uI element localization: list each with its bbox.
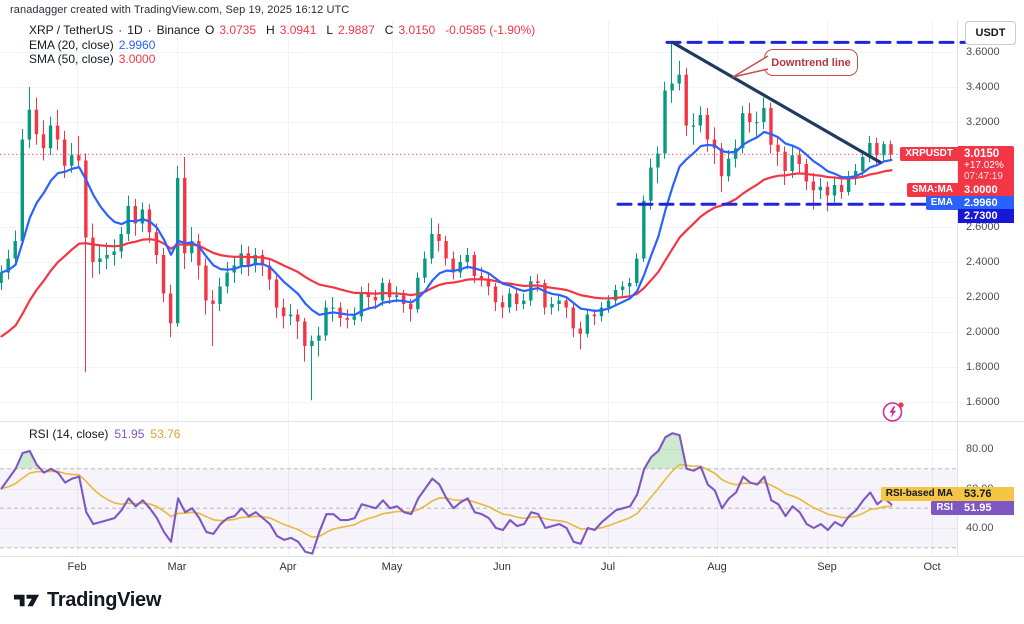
time-axis-month-label: Oct (923, 561, 941, 573)
rsi-ma-axis-value: 53.76 (958, 487, 1014, 501)
price-tick-label: 1.6000 (966, 396, 1000, 408)
open-value: O 3.0735 (204, 23, 257, 37)
rsi-ma-axis-label: RSI-based MA (880, 487, 958, 501)
symbol-title: XRP / TetherUS (29, 23, 114, 37)
downtrend-annotation-callout[interactable]: Downtrend line (764, 49, 858, 76)
ema-legend-row[interactable]: EMA (20, close) 2.9960 (29, 38, 540, 53)
close-value: C 3.0150 (384, 23, 436, 37)
legend-separator: · (118, 23, 123, 37)
price-tick-label: 1.8000 (966, 361, 1000, 373)
symbol-price-label-badge: XRPUSDT (900, 147, 958, 161)
price-tick-label: 2.2000 (966, 291, 1000, 303)
last-price-value: 3.0150 (964, 148, 1000, 160)
interval-label: 1D (127, 23, 143, 37)
sma-indicator-value: 3.0000 (118, 52, 156, 66)
tradingview-logo-glyph (13, 594, 40, 607)
sma-axis-label: SMA:MA (906, 183, 958, 197)
boost-lightning-icon[interactable] (882, 401, 904, 423)
tradingview-logo[interactable]: TradingView (13, 589, 161, 612)
rsi-value: 51.95 (114, 427, 145, 441)
sma-axis-value: 3.0000 (958, 183, 1014, 197)
rsi-axis-label: RSI (931, 501, 958, 515)
price-tick-label: 3.6000 (966, 46, 1000, 58)
ema-indicator-label: EMA (20, close) (29, 37, 114, 52)
rsi-legend-row[interactable]: RSI (14, close) 51.95 53.76 (29, 427, 186, 441)
change-value: -0.0585 (-1.90%) (445, 23, 536, 37)
rsi-ma-value: 53.76 (150, 427, 181, 441)
notification-dot (898, 402, 904, 408)
time-axis-month-label: Jul (600, 561, 616, 573)
price-tick-label: 2.6000 (966, 221, 1000, 233)
price-tick-label: 3.2000 (966, 116, 1000, 128)
time-axis-month-label: Sep (817, 561, 837, 573)
support-level-badge: 2.7300 (958, 209, 1014, 223)
tradingview-logo-text: TradingView (47, 589, 162, 611)
callout-tail-pointer (732, 55, 769, 78)
price-tick-label: 2.4000 (966, 256, 1000, 268)
high-value: H 3.0941 (266, 23, 317, 37)
ema-axis-label: EMA (925, 196, 958, 210)
rsi-axis-value: 51.95 (958, 501, 1014, 515)
lightning-glyph (889, 406, 897, 418)
sma-legend-row[interactable]: SMA (50, close) 3.0000 (29, 52, 540, 67)
bar-countdown-timer: 07:47:19 (964, 171, 1003, 182)
rsi-tick-label: 80.00 (966, 443, 994, 455)
currency-usdt-button[interactable]: USDT (965, 21, 1016, 45)
change-percent-value: +17.02% (964, 160, 1004, 171)
time-axis-month-label: Jun (493, 561, 511, 573)
low-value: L 2.9887 (326, 23, 375, 37)
time-axis-month-label: Apr (279, 561, 297, 573)
time-axis-month-label: Feb (67, 561, 87, 573)
ema-axis-value: 2.9960 (958, 196, 1014, 210)
ema-indicator-value: 2.9960 (118, 37, 156, 52)
price-tick-label: 2.0000 (966, 326, 1000, 338)
sma-indicator-label: SMA (50, close) (29, 52, 114, 66)
time-axis-month-label: Aug (707, 561, 727, 573)
price-tick-label: 3.4000 (966, 81, 1000, 93)
time-axis-month-label: Mar (167, 561, 187, 573)
last-price-badge: 3.0150 +17.02% 07:47:19 (958, 146, 1014, 184)
price-chart-canvas[interactable] (0, 20, 1024, 557)
rsi-tick-label: 40.00 (966, 522, 994, 534)
time-axis-month-label: May (381, 561, 403, 573)
rsi-indicator-label: RSI (14, close) (29, 427, 109, 441)
legend-separator: · (147, 23, 152, 37)
exchange-label: Binance (156, 23, 200, 37)
attribution-text: ranadagger created with TradingView.com,… (10, 4, 350, 16)
